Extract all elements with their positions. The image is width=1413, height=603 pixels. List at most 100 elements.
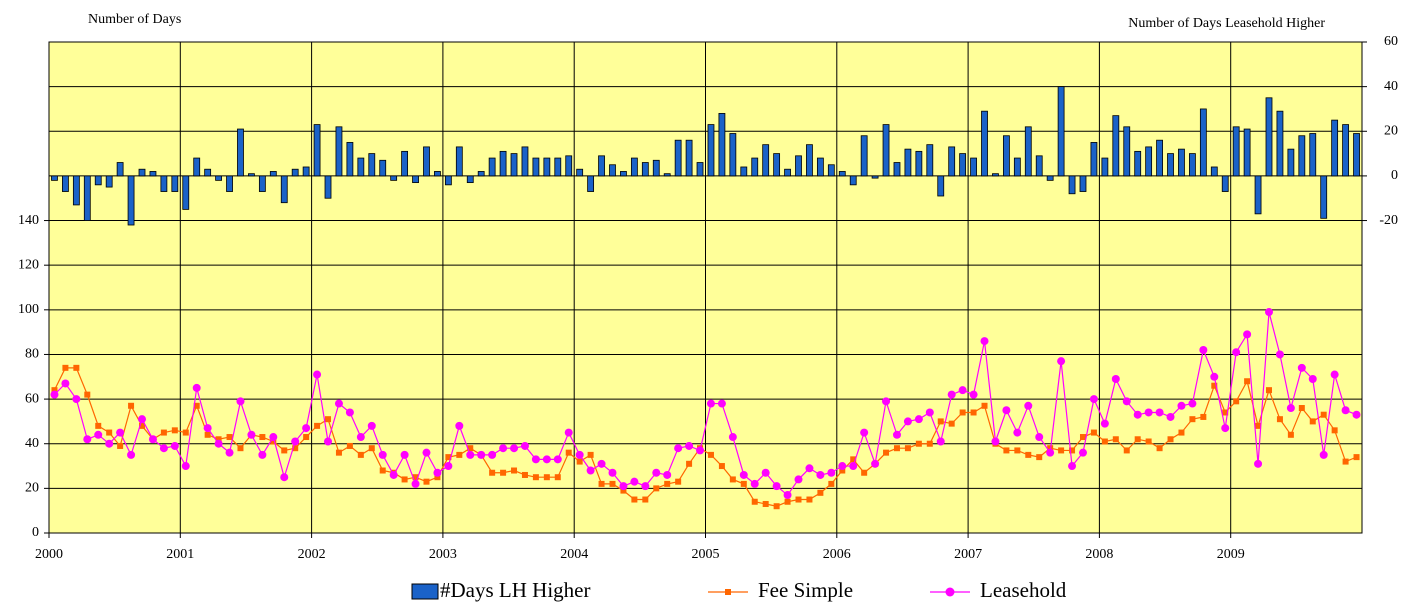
marker bbox=[1057, 357, 1066, 366]
marker bbox=[926, 440, 933, 447]
marker bbox=[892, 430, 901, 439]
marker bbox=[751, 498, 758, 505]
marker bbox=[1255, 422, 1262, 429]
y-tick-label: 80 bbox=[25, 347, 39, 362]
marker bbox=[1275, 350, 1284, 359]
marker bbox=[488, 450, 497, 459]
bar bbox=[1156, 139, 1163, 177]
bar bbox=[1210, 166, 1218, 177]
marker bbox=[445, 454, 452, 461]
marker bbox=[663, 470, 672, 479]
marker bbox=[871, 459, 880, 468]
marker bbox=[1111, 375, 1120, 384]
bar bbox=[795, 155, 802, 177]
marker bbox=[1068, 462, 1077, 471]
marker bbox=[148, 435, 157, 444]
marker bbox=[795, 496, 802, 503]
marker bbox=[433, 468, 442, 477]
bar bbox=[1068, 175, 1076, 195]
marker bbox=[368, 445, 375, 452]
marker bbox=[303, 434, 310, 441]
marker bbox=[1211, 382, 1218, 389]
marker bbox=[1319, 450, 1328, 459]
marker bbox=[500, 469, 507, 476]
marker bbox=[466, 450, 475, 459]
marker bbox=[511, 467, 518, 474]
marker bbox=[411, 479, 420, 488]
marker bbox=[937, 418, 944, 425]
bar bbox=[368, 153, 376, 177]
marker bbox=[805, 464, 814, 473]
bar bbox=[444, 175, 452, 186]
marker bbox=[1254, 459, 1263, 468]
bar bbox=[565, 155, 573, 177]
bar bbox=[1002, 135, 1010, 177]
y2-tick-label: 20 bbox=[1384, 123, 1398, 138]
marker bbox=[1352, 410, 1361, 419]
bar bbox=[981, 110, 988, 177]
marker bbox=[106, 429, 113, 436]
x-tick-label: 2004 bbox=[560, 547, 588, 562]
marker bbox=[728, 433, 737, 442]
marker bbox=[95, 422, 102, 429]
x-tick-label: 2006 bbox=[823, 547, 851, 562]
bar bbox=[390, 175, 398, 181]
marker bbox=[772, 482, 781, 491]
bar bbox=[992, 173, 999, 177]
bar bbox=[1331, 119, 1339, 177]
marker bbox=[193, 402, 200, 409]
legend-label: Leasehold bbox=[980, 578, 1067, 602]
marker bbox=[839, 467, 846, 474]
marker bbox=[554, 474, 561, 481]
bar bbox=[313, 124, 321, 177]
marker bbox=[1320, 411, 1327, 418]
marker bbox=[532, 474, 539, 481]
marker bbox=[1243, 330, 1252, 339]
marker bbox=[1133, 410, 1142, 419]
marker bbox=[1166, 412, 1175, 421]
bar bbox=[477, 171, 485, 177]
marker bbox=[1112, 436, 1119, 443]
marker bbox=[1353, 454, 1360, 461]
bar bbox=[860, 135, 868, 177]
legend-label: #Days LH Higher bbox=[440, 578, 590, 602]
marker bbox=[827, 468, 836, 477]
marker bbox=[1078, 448, 1087, 457]
bar bbox=[280, 175, 288, 204]
marker bbox=[1035, 433, 1044, 442]
marker bbox=[62, 364, 69, 371]
marker bbox=[925, 408, 934, 417]
y2-axis-title: Number of Days Leasehold Higher bbox=[1128, 16, 1325, 31]
bar bbox=[718, 113, 726, 177]
marker bbox=[1014, 447, 1021, 454]
y-tick-label: 60 bbox=[25, 391, 39, 406]
bar bbox=[72, 175, 80, 206]
marker bbox=[270, 438, 277, 445]
marker bbox=[259, 434, 266, 441]
marker bbox=[1069, 447, 1076, 454]
bar bbox=[1123, 126, 1131, 177]
marker bbox=[117, 442, 124, 449]
marker bbox=[1232, 348, 1241, 357]
marker bbox=[357, 451, 364, 458]
marker bbox=[1264, 308, 1273, 317]
y2-tick-label: -20 bbox=[1379, 213, 1398, 228]
marker bbox=[269, 433, 278, 442]
marker bbox=[729, 476, 736, 483]
marker bbox=[718, 463, 725, 470]
marker bbox=[324, 437, 333, 446]
legend-swatch bbox=[411, 583, 439, 600]
bar bbox=[685, 139, 693, 177]
marker bbox=[281, 447, 288, 454]
marker bbox=[258, 450, 267, 459]
marker bbox=[477, 450, 486, 459]
marker bbox=[1100, 419, 1109, 428]
marker bbox=[203, 424, 212, 433]
bar bbox=[94, 175, 102, 186]
marker bbox=[936, 437, 945, 446]
marker bbox=[236, 397, 245, 406]
marker bbox=[915, 440, 922, 447]
marker bbox=[138, 415, 147, 424]
bar bbox=[1298, 135, 1306, 177]
marker bbox=[83, 435, 92, 444]
